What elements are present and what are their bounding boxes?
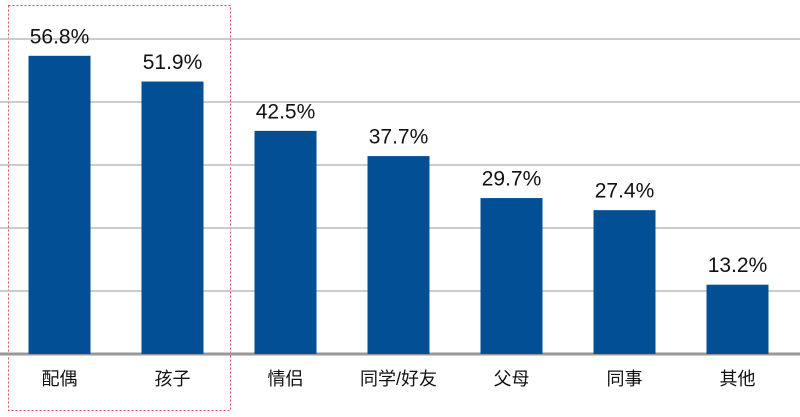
- x-tick-label: 同事: [607, 369, 643, 389]
- x-tick-label: 情侣: [268, 369, 304, 389]
- value-label: 27.4%: [595, 180, 655, 203]
- x-tick-label: 同学/好友: [360, 369, 437, 389]
- x-tick-label: 其他: [720, 369, 756, 389]
- value-label: 51.9%: [143, 51, 203, 74]
- bar: [141, 81, 204, 355]
- bar: [28, 55, 91, 355]
- x-tick-label: 配偶: [42, 369, 78, 389]
- bar: [367, 156, 430, 354]
- x-tick-label: 孩子: [155, 369, 191, 389]
- bar: [706, 284, 769, 354]
- highlight-box: [8, 5, 231, 411]
- value-label: 56.8%: [30, 25, 90, 48]
- value-label: 42.5%: [256, 100, 316, 123]
- bar: [593, 210, 656, 354]
- bar: [254, 130, 317, 354]
- value-label: 29.7%: [482, 168, 542, 191]
- value-label: 37.7%: [369, 126, 429, 149]
- bar: [480, 198, 543, 354]
- value-label: 13.2%: [708, 254, 768, 277]
- x-tick-label: 父母: [494, 369, 530, 389]
